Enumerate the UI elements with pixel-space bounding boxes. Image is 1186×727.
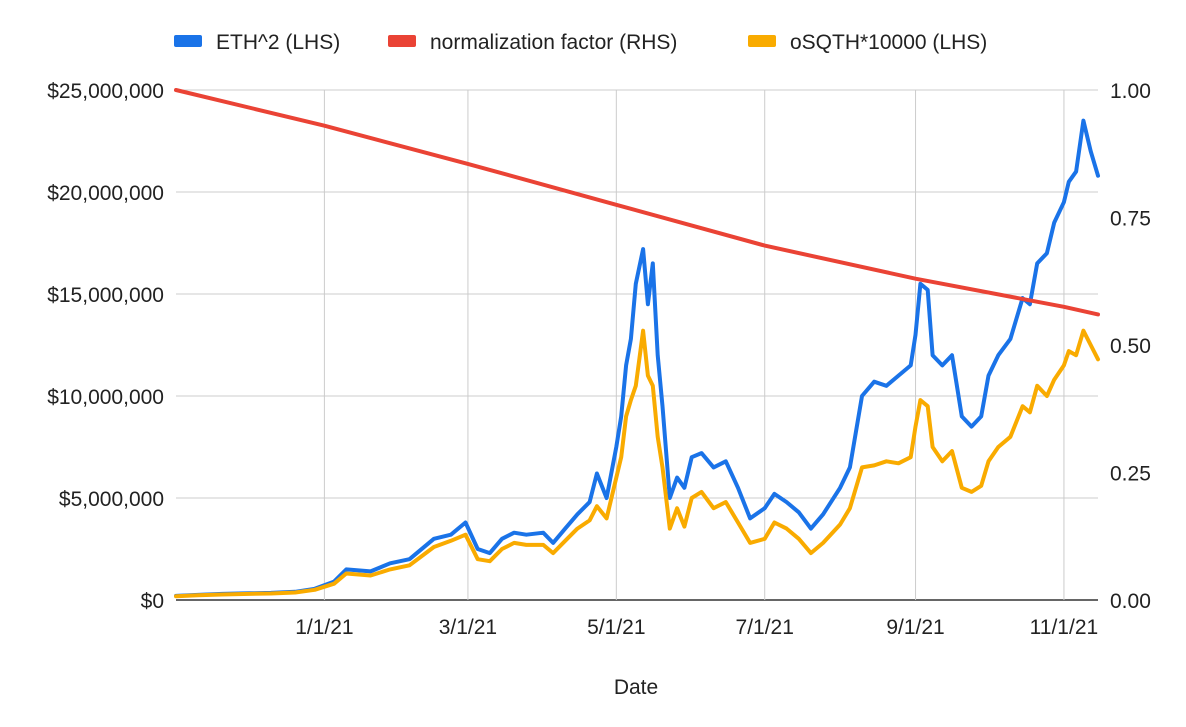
x-tick-label: 1/1/21 xyxy=(295,616,353,639)
left-y-tick-label: $25,000,000 xyxy=(47,80,164,103)
x-tick-label: 11/1/21 xyxy=(1030,616,1099,639)
series-line-3 xyxy=(174,328,1100,599)
x-axis-title: Date xyxy=(614,676,658,699)
left-y-tick-label: $10,000,000 xyxy=(47,386,164,409)
left-y-axis: $0 $5,000,000 $10,000,000 $15,000,000 $20,00… xyxy=(47,80,164,613)
right-y-tick-label: 0.00 xyxy=(1110,590,1151,613)
right-y-axis: 0.00 0.25 0.50 0.75 1.00 xyxy=(1110,80,1151,613)
x-tick-label: 7/1/21 xyxy=(736,616,794,639)
plot-area xyxy=(174,88,1100,599)
legend-item: oSQTH*10000 (LHS) xyxy=(748,31,987,54)
x-axis: 1/1/21 3/1/21 5/1/21 7/1/21 9/1/21 11/1/21 xyxy=(295,616,1098,639)
legend-swatch xyxy=(748,35,776,47)
legend-swatch xyxy=(174,35,202,47)
legend-label: oSQTH*10000 (LHS) xyxy=(790,31,987,54)
x-tick-label: 3/1/21 xyxy=(439,616,497,639)
right-y-tick-label: 1.00 xyxy=(1110,80,1151,103)
left-y-tick-label: $15,000,000 xyxy=(47,284,164,307)
legend-item: ETH^2 (LHS) xyxy=(174,31,340,54)
legend-swatch xyxy=(388,35,416,47)
grid-lines xyxy=(176,89,1098,601)
right-y-tick-label: 0.75 xyxy=(1110,208,1151,231)
series-line-1 xyxy=(174,118,1100,598)
right-y-tick-label: 0.25 xyxy=(1110,463,1151,486)
series-line-2 xyxy=(174,88,1100,317)
left-y-tick-label: $20,000,000 xyxy=(47,182,164,205)
legend: ETH^2 (LHS) normalization factor (RHS) oSQ… xyxy=(174,31,987,54)
right-y-tick-label: 0.50 xyxy=(1110,335,1151,358)
x-tick-label: 9/1/21 xyxy=(886,616,944,639)
legend-label: ETH^2 (LHS) xyxy=(216,31,340,54)
x-tick-label: 5/1/21 xyxy=(587,616,645,639)
left-y-tick-label: $0 xyxy=(141,590,164,613)
legend-label: normalization factor (RHS) xyxy=(430,31,677,54)
left-y-tick-label: $5,000,000 xyxy=(59,488,164,511)
legend-item: normalization factor (RHS) xyxy=(388,31,677,54)
